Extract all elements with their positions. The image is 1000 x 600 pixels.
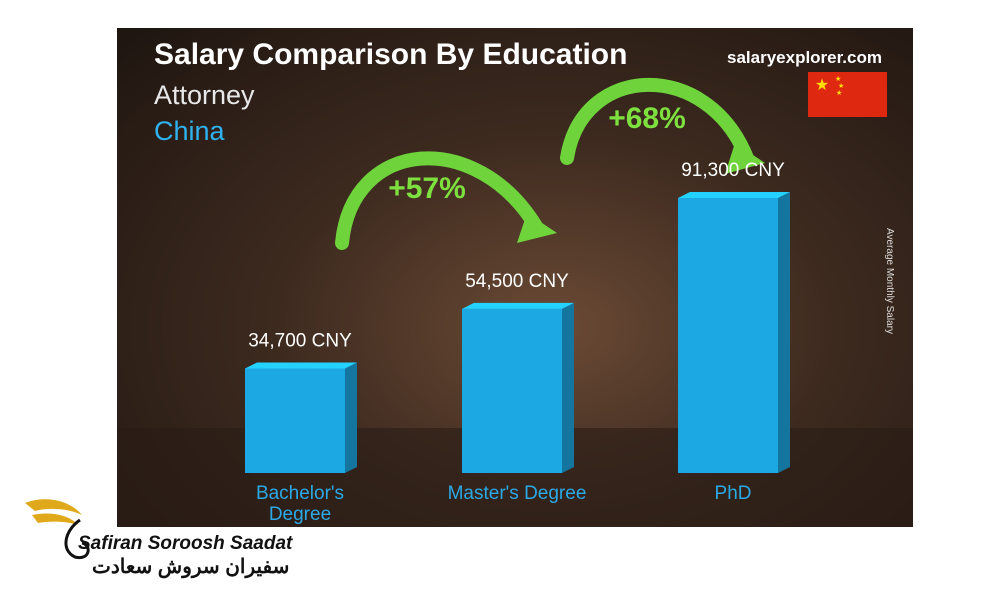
logo-icon — [25, 499, 90, 560]
annotation: +57% — [388, 172, 466, 205]
svg-text:★: ★ — [836, 89, 842, 97]
arrow-head — [725, 143, 765, 174]
logo-name-fa: سفیران سروش سعادت — [92, 556, 290, 578]
source: salaryexplorer.com — [727, 48, 882, 67]
bar-top — [678, 192, 790, 198]
category-label: Master's Degree — [447, 483, 587, 504]
value-label: 34,700 CNY — [248, 330, 352, 351]
svg-text:★: ★ — [838, 82, 844, 90]
category-label: PhD — [714, 483, 752, 504]
flag: ★ ★ ★ ★ — [808, 72, 887, 117]
bar-top — [245, 362, 357, 369]
bar — [245, 368, 345, 473]
bar — [678, 198, 778, 473]
value-label: 91,300 CNY — [681, 160, 785, 181]
bar-side — [778, 192, 790, 473]
bar-side — [562, 302, 574, 473]
value-label: 54,500 CNY — [465, 271, 569, 292]
svg-text:★: ★ — [815, 77, 829, 94]
category-label: Bachelor's Degree — [255, 483, 345, 525]
logo-name: Safiran Soroosh Saadat — [78, 533, 293, 554]
arrow — [335, 151, 544, 250]
annotation: +68% — [608, 102, 686, 135]
svg-text:★: ★ — [835, 75, 841, 83]
arrow — [560, 77, 754, 165]
chart-subtitle: Attorney — [154, 80, 255, 110]
bar — [462, 308, 562, 473]
country: China — [154, 116, 225, 146]
bar-side — [345, 362, 357, 473]
chart-title: Salary Comparison By Education — [154, 38, 628, 71]
arrow-head — [517, 213, 557, 243]
infographic: ★ ★ ★ ★ 34,700 CNY 54,500 CNY 91,300 CNY +5… — [117, 28, 913, 527]
side-label: Average Monthly Salary — [884, 228, 895, 334]
bar-top — [462, 302, 574, 309]
chart: ★ ★ ★ ★ 34,700 CNY 54,500 CNY 91,300 CNY +5… — [117, 72, 913, 527]
